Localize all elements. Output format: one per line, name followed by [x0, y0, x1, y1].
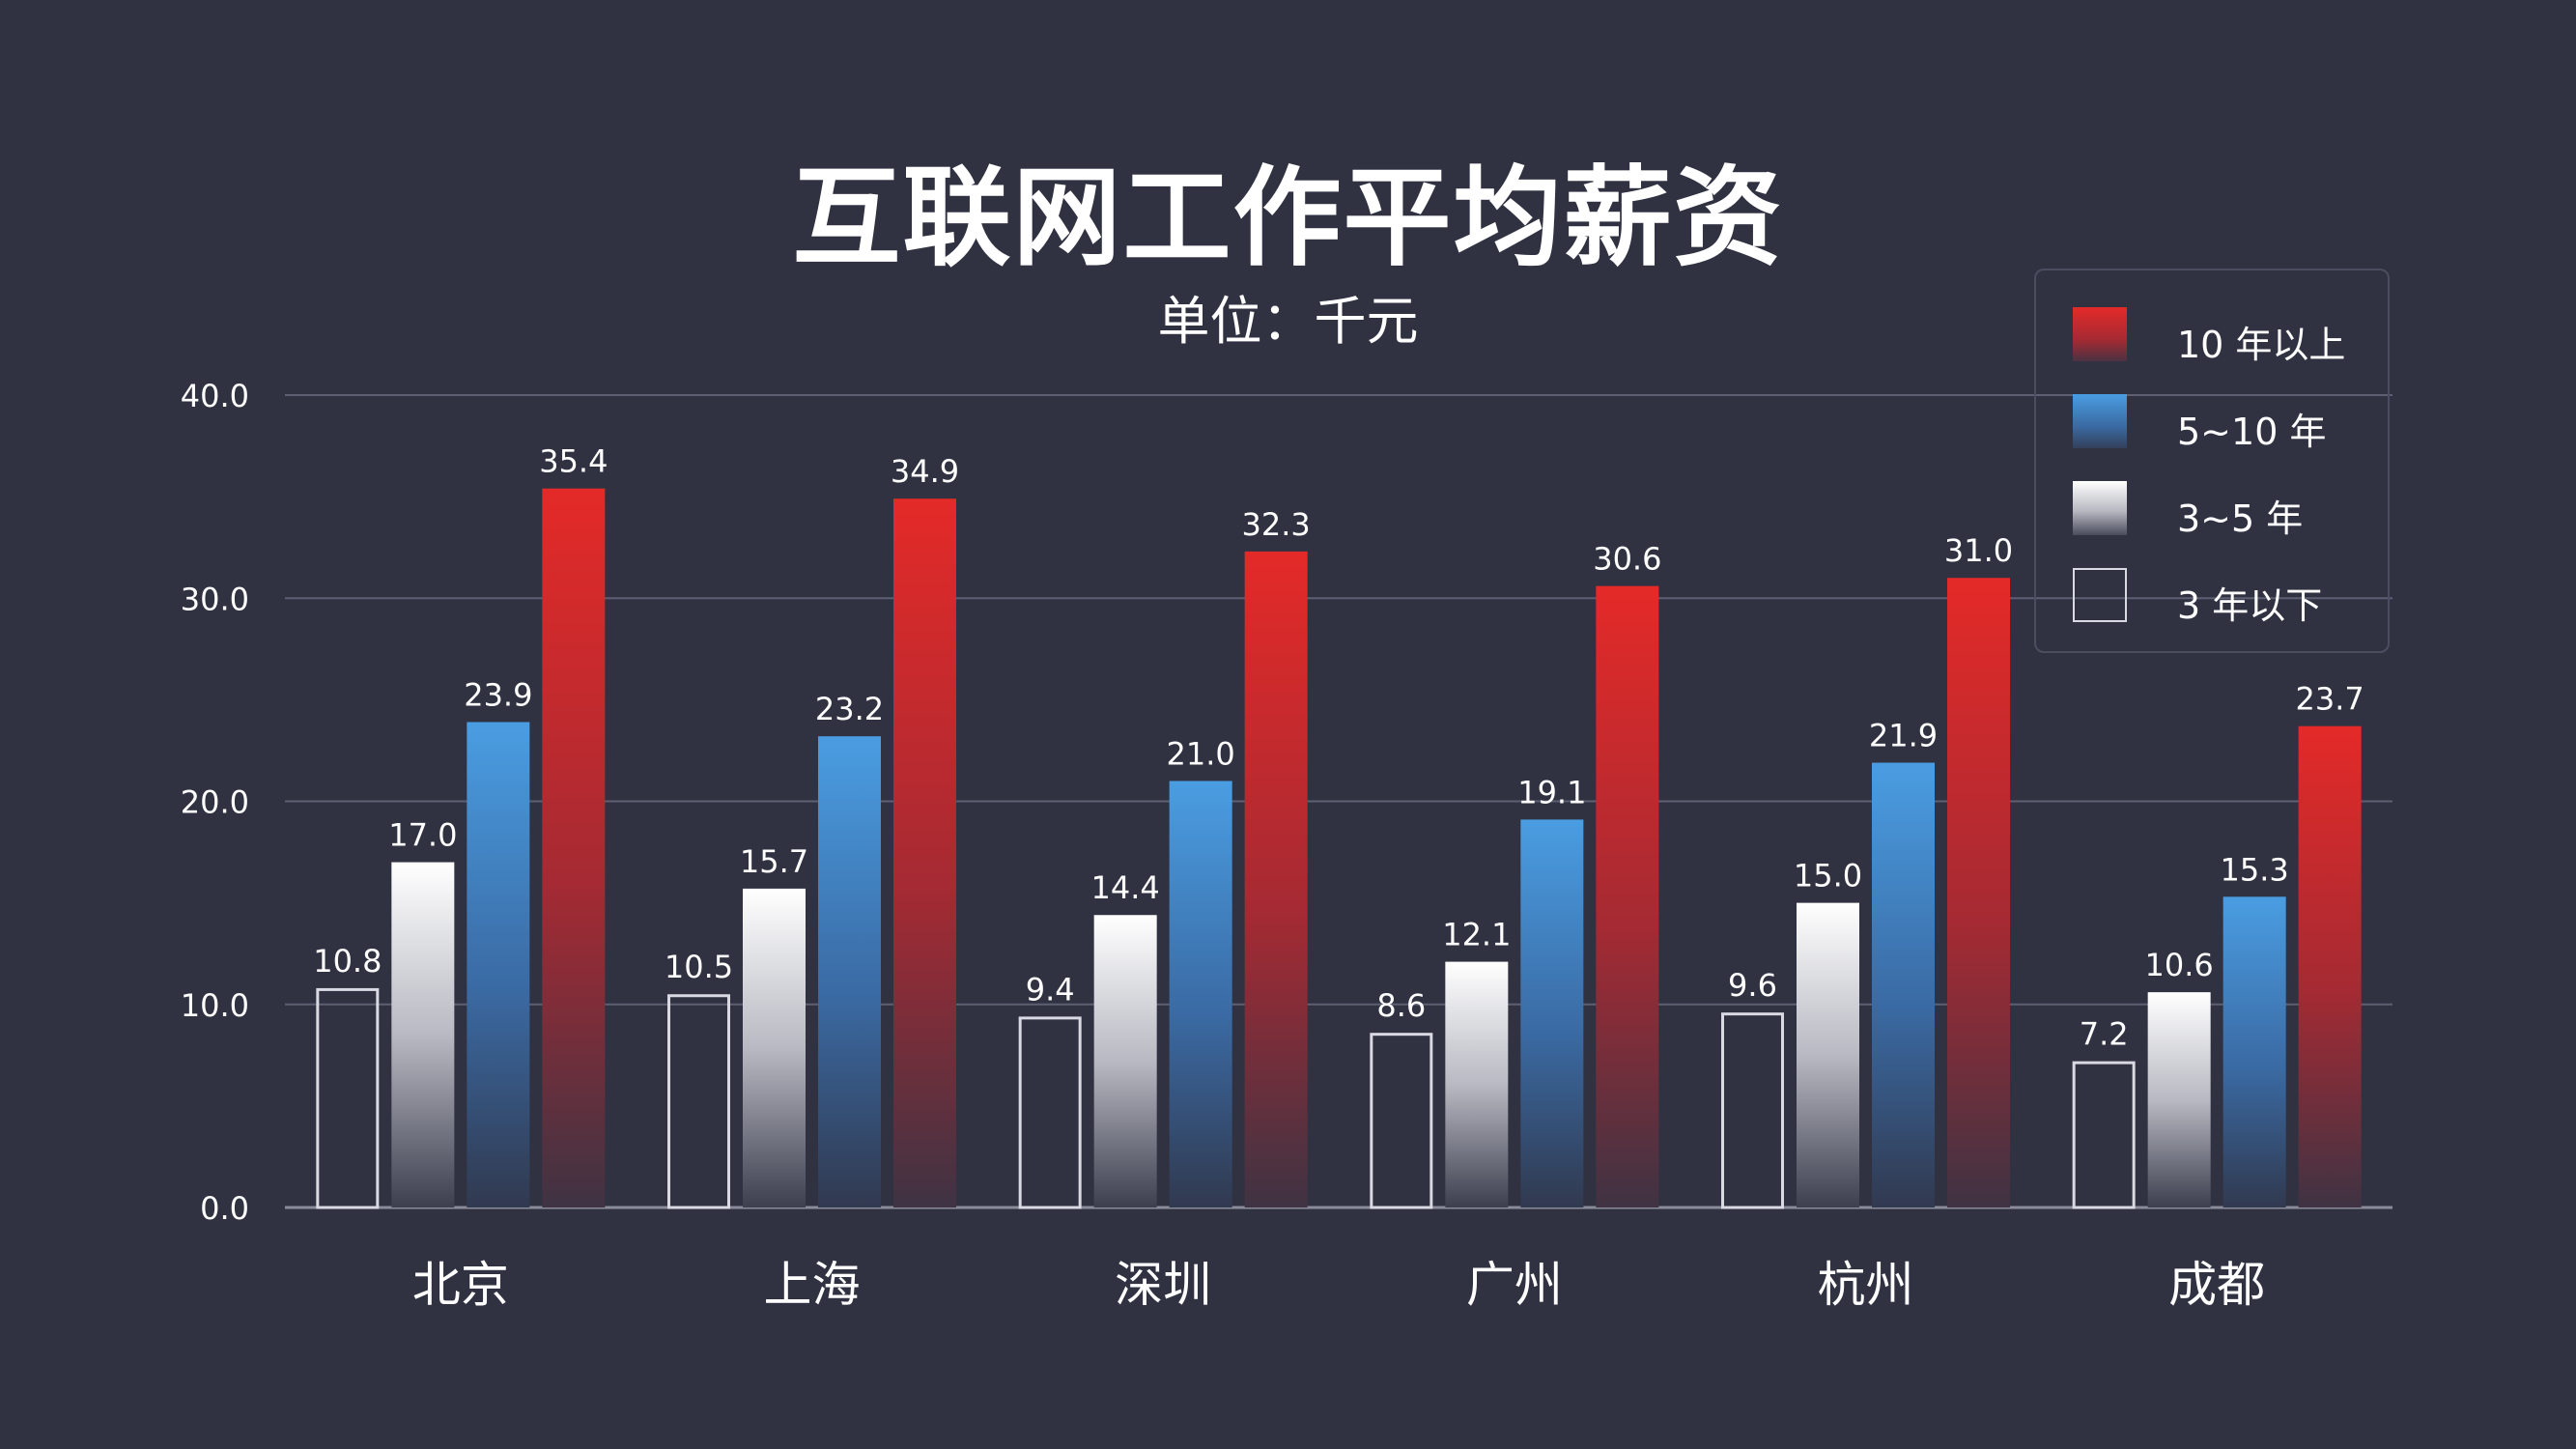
y-tick-label: 20.0: [181, 784, 249, 821]
legend-swatch-blue: [2073, 394, 2127, 448]
grid-lines: [285, 394, 2392, 1209]
data-label: 15.3: [2221, 851, 2289, 888]
bar: [667, 994, 730, 1209]
data-label: 21.9: [1869, 718, 1938, 754]
chart-subtitle: 单位：千元: [1157, 291, 1419, 352]
bar: [818, 736, 881, 1208]
legend-label: 3~5 年: [2177, 497, 2304, 540]
legend-item-10plus: 10 年以上: [2073, 307, 2382, 366]
legend-item-under3: 3 年以下: [2073, 568, 2382, 627]
data-label: 12.1: [1442, 917, 1511, 953]
bar: [467, 722, 530, 1208]
x-tick-label: 上海: [764, 1257, 861, 1313]
y-tick-label: 40.0: [181, 378, 249, 414]
bar: [1018, 1016, 1082, 1209]
bar: [1596, 585, 1659, 1208]
data-label: 14.4: [1091, 869, 1160, 906]
legend-swatch-white: [2073, 481, 2127, 535]
legend: 10 年以上 5~10 年 3~5 年 3 年以下: [2034, 269, 2390, 653]
y-tick-label: 10.0: [181, 987, 249, 1024]
data-label: 10.5: [665, 949, 733, 985]
x-tick-label: 广州: [1466, 1257, 1563, 1313]
bar: [893, 498, 956, 1208]
legend-item-3to5: 3~5 年: [2073, 481, 2382, 540]
x-tick-label: 北京: [412, 1257, 509, 1313]
data-labels: 10.8 17.0 23.9 35.4 10.5 15.7 23.2 34.9 9.4 14.4 2…: [313, 443, 2364, 1053]
x-tick-label: 成都: [2168, 1257, 2265, 1313]
data-label: 8.6: [1376, 987, 1426, 1024]
data-label: 35.4: [539, 443, 608, 480]
data-label: 23.2: [815, 691, 884, 727]
bar: [391, 862, 455, 1208]
data-label: 19.1: [1517, 774, 1586, 810]
data-label: 15.7: [740, 843, 808, 880]
bar: [2147, 992, 2211, 1208]
y-tick-label: 30.0: [181, 581, 249, 617]
bar: [1721, 1012, 1784, 1209]
data-label: 10.6: [2145, 947, 2214, 983]
bar: [1797, 902, 1859, 1208]
bar: [1093, 915, 1157, 1208]
bar: [1872, 762, 1935, 1208]
legend-label: 3 年以下: [2177, 584, 2323, 627]
bar: [542, 488, 606, 1208]
x-axis-ticks: 北京 上海 深圳 广州 杭州 成都: [412, 1257, 2265, 1313]
data-label: 9.4: [1026, 971, 1075, 1008]
data-label: 17.0: [388, 817, 457, 854]
data-label: 7.2: [2080, 1016, 2129, 1053]
bar: [2072, 1061, 2136, 1209]
data-label: 31.0: [1944, 532, 2013, 569]
x-tick-label: 杭州: [1818, 1257, 1914, 1313]
chart-title: 互联网工作平均薪资: [792, 156, 1784, 281]
data-label: 32.3: [1242, 506, 1311, 543]
legend-label: 10 年以上: [2177, 324, 2346, 366]
data-label: 34.9: [891, 453, 959, 490]
data-label: 30.6: [1593, 541, 1661, 578]
y-tick-label: 0.0: [200, 1190, 249, 1227]
data-label: 21.0: [1167, 735, 1235, 772]
y-axis-ticks: 0.0 10.0 20.0 30.0 40.0: [181, 378, 249, 1227]
bar: [1244, 551, 1308, 1208]
legend-label: 5~10 年: [2177, 411, 2327, 453]
bar: [1947, 578, 2010, 1208]
bar: [743, 888, 806, 1208]
data-label: 23.7: [2296, 681, 2364, 718]
legend-item-5to10: 5~10 年: [2073, 394, 2382, 453]
legend-swatch-outline: [2073, 568, 2127, 622]
legend-swatch-red: [2073, 307, 2127, 361]
bar: [2298, 725, 2362, 1208]
bar: [1445, 961, 1509, 1208]
x-tick-label: 深圳: [1115, 1257, 1211, 1313]
bar: [2222, 896, 2286, 1208]
bar: [316, 987, 380, 1209]
bars: [316, 488, 2362, 1209]
data-label: 9.6: [1728, 967, 1777, 1004]
bar: [1520, 819, 1584, 1208]
bar: [1169, 781, 1232, 1208]
data-label: 23.9: [464, 677, 532, 714]
bar: [1370, 1033, 1433, 1209]
data-label: 10.8: [313, 943, 382, 980]
data-label: 15.0: [1794, 858, 1862, 895]
